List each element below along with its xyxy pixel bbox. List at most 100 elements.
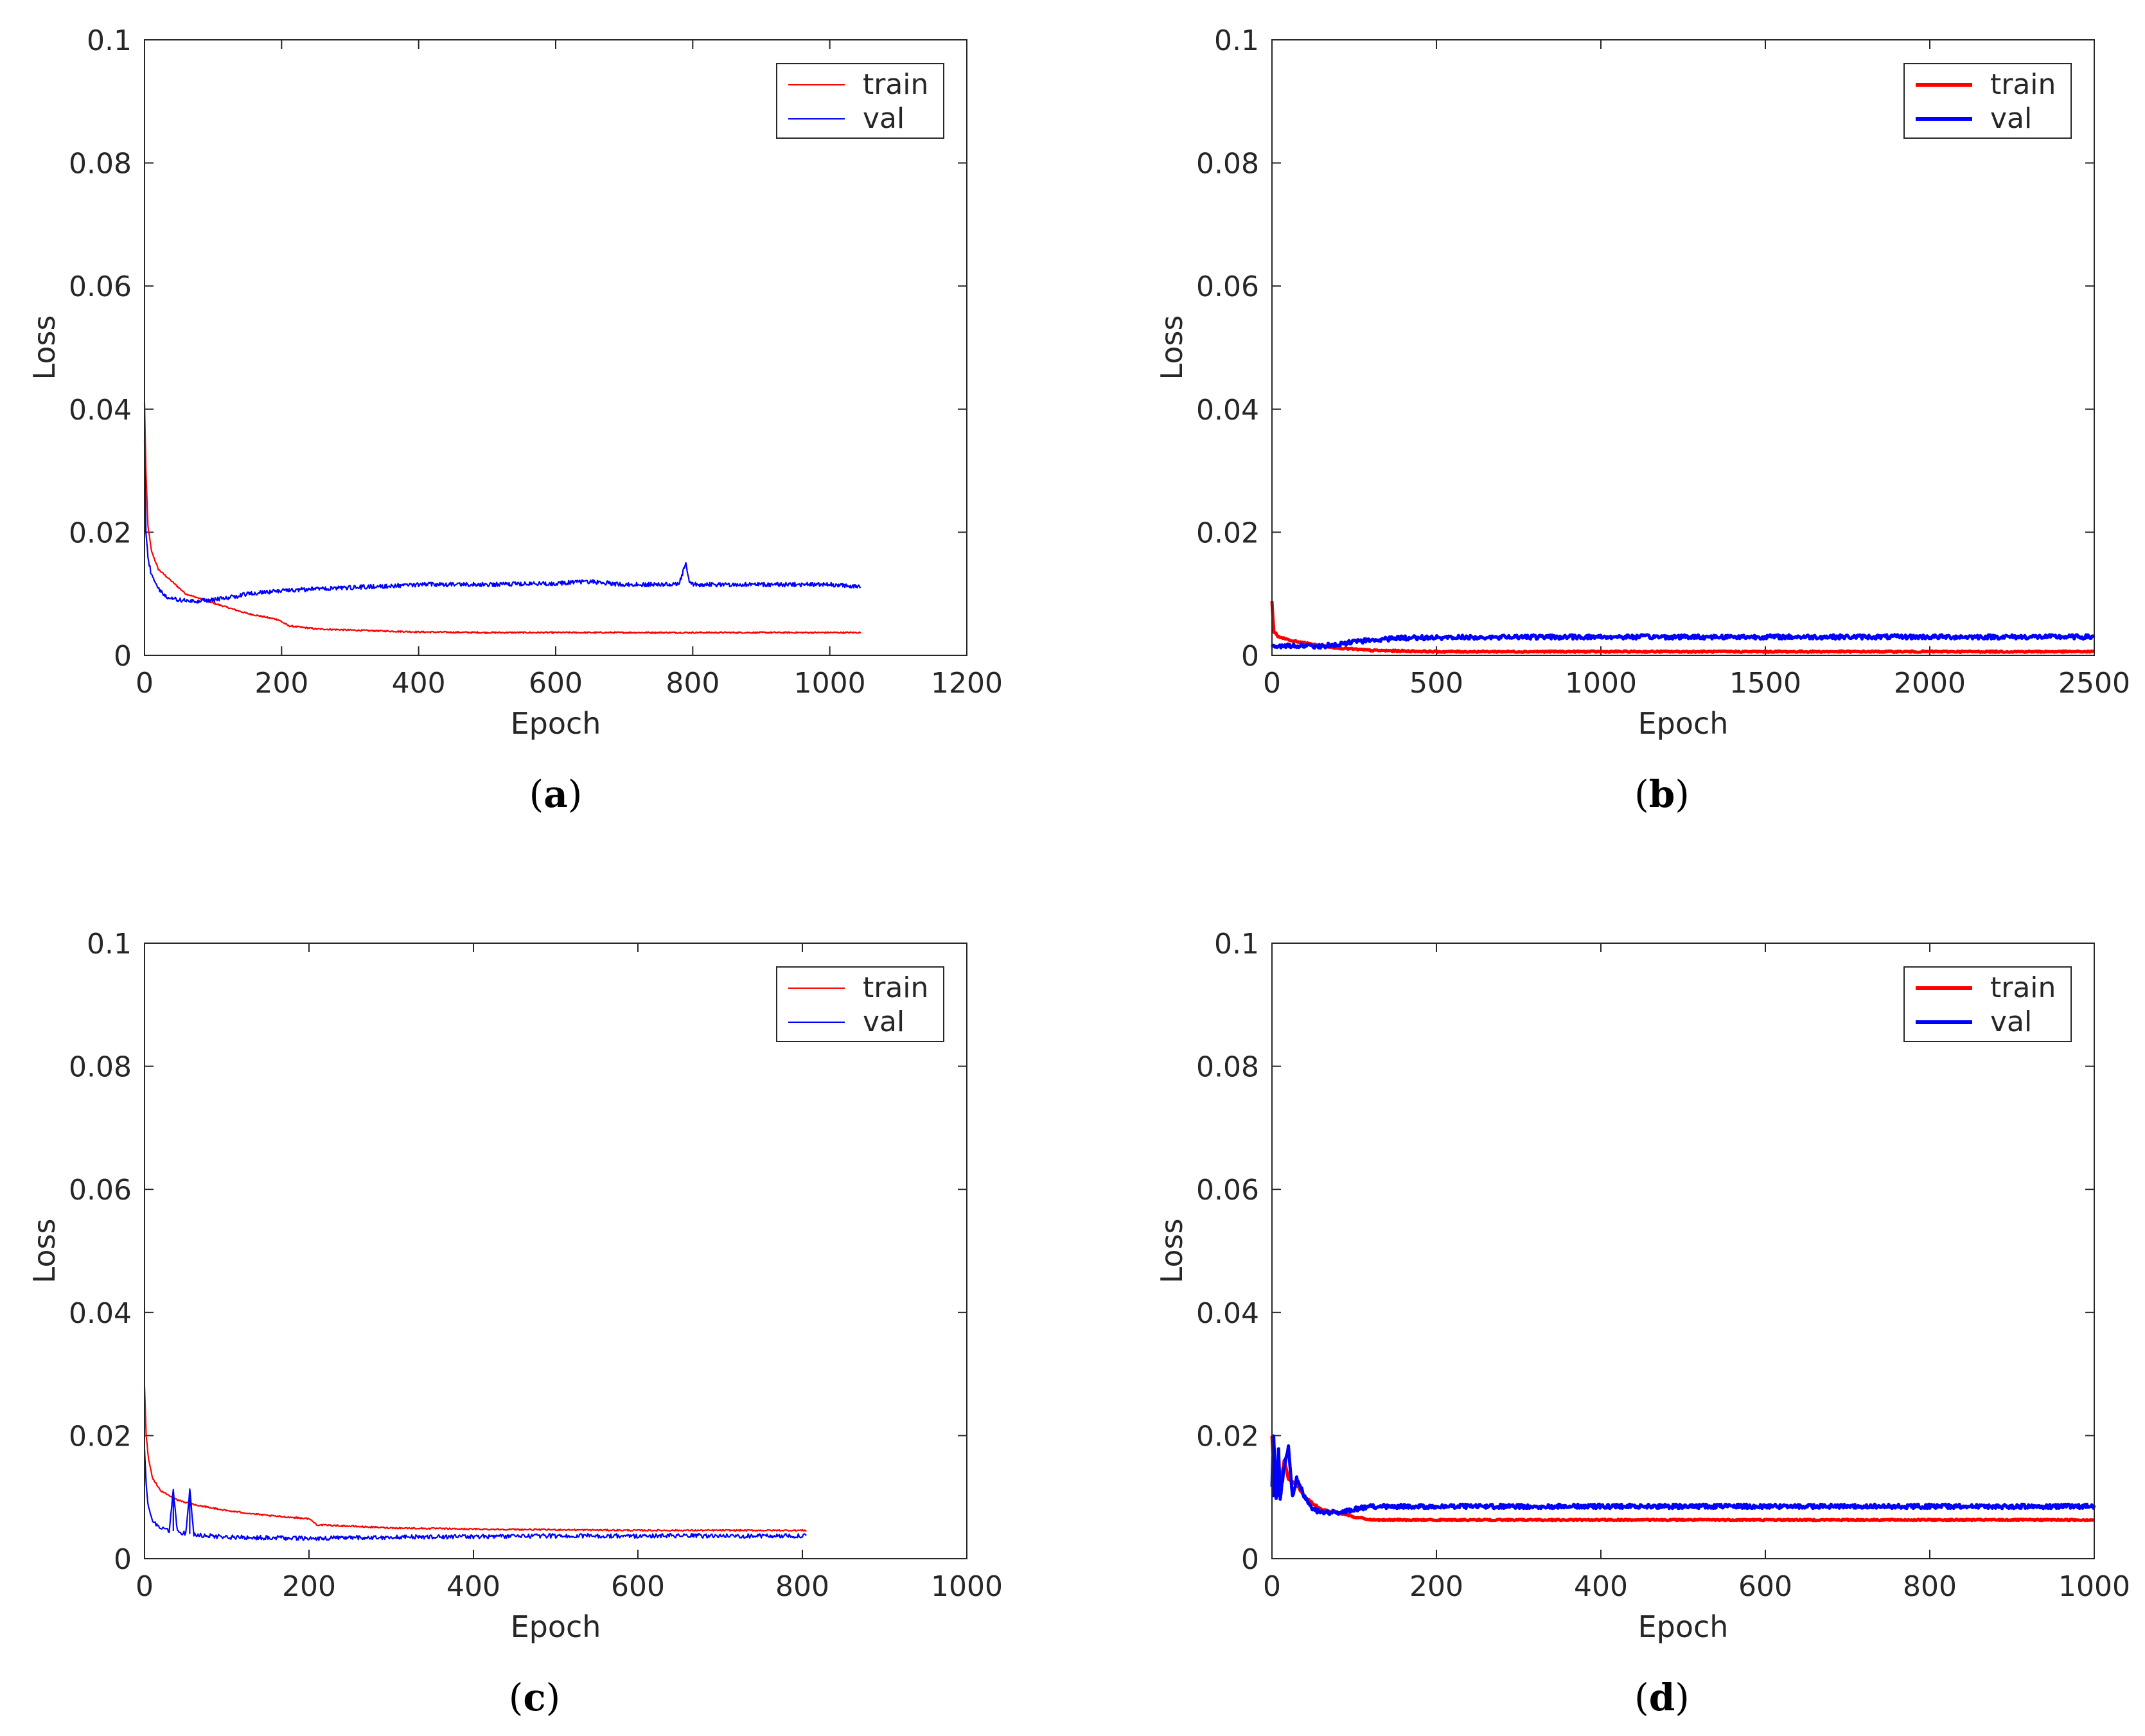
x-tick-label-d: 1000 — [2058, 1570, 2130, 1603]
x-axis-label-a: Epoch — [511, 706, 601, 741]
legend-box-b — [1903, 63, 2072, 139]
y-tick-label-c: 0.08 — [69, 1051, 132, 1084]
svg-text:(c): (c) — [509, 1676, 561, 1719]
series-line-train-c — [143, 1386, 807, 1532]
y-tick-label-d: 0.02 — [1196, 1420, 1259, 1453]
x-tick-label-b: 0 — [1263, 667, 1281, 700]
y-tick-label-b: 0.04 — [1196, 394, 1259, 427]
y-tick-label-c: 0.02 — [69, 1420, 132, 1453]
legend-label-train-d: train — [1990, 971, 2056, 1004]
x-tick-label-b: 1500 — [1729, 667, 1801, 700]
x-tick-label-a: 800 — [666, 667, 719, 700]
caption-a: (a) — [529, 772, 583, 816]
chart-panel-c: 0 200 400 600 800 1000 0 0.02 0.04 0.06 0.08 0.1 Ep… — [27, 928, 1003, 1719]
y-tick-label-a: 0.08 — [69, 148, 132, 181]
caption-letter-c: c — [523, 1676, 545, 1719]
series-line-val-a — [143, 440, 861, 604]
chart-panel-d: 0 200 400 600 800 1000 0 0.02 0.04 0.06 0.08 0.1 Ep… — [1154, 928, 2130, 1719]
plot-area-b — [1272, 40, 2094, 655]
x-tick-label-c: 600 — [611, 1570, 665, 1603]
x-tick-label-a: 0 — [136, 667, 154, 700]
legend-label-train-b: train — [1990, 68, 2056, 101]
caption-letter-b: b — [1649, 772, 1675, 816]
y-tick-label-d: 0.08 — [1196, 1051, 1259, 1084]
axes-box-a — [144, 39, 967, 656]
y-tick-label-a: 0.04 — [69, 394, 132, 427]
x-tick-label-d: 600 — [1738, 1570, 1792, 1603]
x-tick-label-a: 200 — [254, 667, 308, 700]
series-line-val-c — [143, 1449, 807, 1541]
legend-box-a — [776, 63, 944, 139]
x-tick-label-c: 800 — [775, 1570, 829, 1603]
series-line-train-b — [1270, 601, 2096, 654]
legend-label-val-d: val — [1990, 1005, 2032, 1038]
legend-label-val-a: val — [863, 102, 905, 135]
x-tick-label-c: 400 — [446, 1570, 500, 1603]
y-axis-label-a: Loss — [27, 315, 62, 380]
caption-c: (c) — [509, 1676, 561, 1719]
x-tick-label-b: 500 — [1409, 667, 1463, 700]
x-tick-label-d: 0 — [1263, 1570, 1281, 1603]
y-tick-label-b: 0 — [1241, 640, 1259, 673]
legend-a: train val — [776, 63, 944, 139]
caption-letter-d: d — [1649, 1676, 1675, 1719]
x-axis-label-c: Epoch — [511, 1609, 601, 1644]
y-tick-label-c: 0.04 — [69, 1297, 132, 1330]
legend-c: train val — [776, 966, 944, 1042]
x-tick-label-a: 1000 — [794, 667, 866, 700]
x-tick-label-a: 400 — [392, 667, 446, 700]
legend-box-c — [776, 966, 944, 1042]
y-tick-label-d: 0 — [1241, 1543, 1259, 1576]
plot-area-c — [145, 943, 967, 1559]
y-tick-label-a: 0 — [114, 640, 132, 673]
caption-d: (d) — [1634, 1676, 1690, 1719]
axes-box-d — [1271, 943, 2095, 1559]
series-line-train-d — [1270, 1435, 2096, 1523]
y-axis-label-d: Loss — [1154, 1219, 1189, 1284]
x-axis-label-d: Epoch — [1638, 1609, 1729, 1644]
axes-box-c — [144, 943, 967, 1559]
svg-text:(b): (b) — [1634, 772, 1690, 816]
x-tick-label-a: 1200 — [931, 667, 1003, 700]
y-tick-label-b: 0.08 — [1196, 148, 1259, 181]
legend-label-train-c: train — [863, 971, 928, 1004]
y-tick-label-c: 0.06 — [69, 1174, 132, 1207]
caption-b: (b) — [1634, 772, 1690, 816]
y-tick-label-a: 0.02 — [69, 517, 132, 549]
chart-panel-b: 0 500 1000 1500 2000 2500 0 0.02 0.04 0.06 0.08 0.1… — [1154, 24, 2130, 816]
svg-text:(a): (a) — [529, 772, 583, 816]
x-tick-label-d: 400 — [1574, 1570, 1628, 1603]
legend-d: train val — [1903, 966, 2072, 1042]
y-tick-label-b: 0.02 — [1196, 517, 1259, 549]
x-tick-label-b: 2000 — [1894, 667, 1966, 700]
legend-box-d — [1903, 966, 2072, 1042]
y-tick-label-c: 0 — [114, 1543, 132, 1576]
x-tick-label-b: 2500 — [2058, 667, 2130, 700]
y-tick-label-b: 0.06 — [1196, 270, 1259, 303]
caption-letter-a: a — [543, 772, 568, 816]
series-line-val-d — [1270, 1434, 2096, 1516]
y-tick-label-d: 0.1 — [1214, 928, 1259, 961]
series-line-val-b — [1270, 633, 2096, 650]
y-tick-label-b: 0.1 — [1214, 24, 1259, 57]
plot-area-a — [145, 40, 967, 655]
series-line-train-a — [143, 402, 861, 634]
x-tick-label-d: 800 — [1903, 1570, 1957, 1603]
y-axis-label-b: Loss — [1154, 315, 1189, 380]
legend-label-train-a: train — [863, 68, 928, 101]
y-tick-label-a: 0.1 — [87, 24, 132, 57]
x-axis-label-b: Epoch — [1638, 706, 1729, 741]
x-tick-label-c: 200 — [282, 1570, 336, 1603]
x-tick-label-b: 1000 — [1565, 667, 1637, 700]
legend-label-val-b: val — [1990, 102, 2032, 135]
y-tick-label-c: 0.1 — [87, 928, 132, 961]
axes-box-b — [1271, 39, 2095, 656]
x-tick-label-d: 200 — [1409, 1570, 1463, 1603]
chart-panel-a: 0 200 400 600 800 1000 1200 0 0.02 0.04 0.06 0.08 0.… — [27, 24, 1003, 816]
x-tick-label-c: 0 — [136, 1570, 154, 1603]
y-tick-label-d: 0.04 — [1196, 1297, 1259, 1330]
x-tick-label-c: 1000 — [931, 1570, 1003, 1603]
x-tick-label-a: 600 — [529, 667, 583, 700]
legend-b: train val — [1903, 63, 2072, 139]
